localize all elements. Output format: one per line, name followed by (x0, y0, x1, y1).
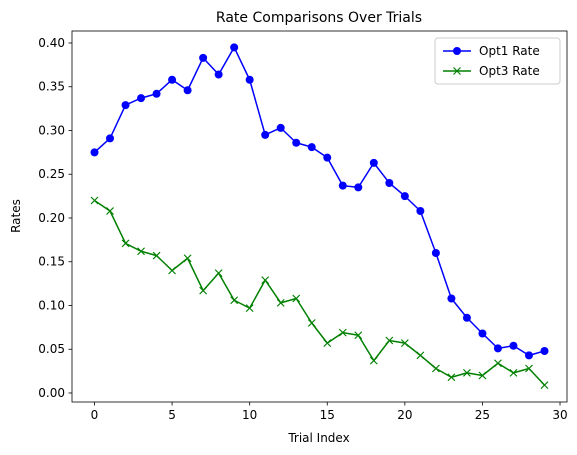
y-tick-label: 0.30 (38, 123, 65, 137)
data-point (369, 356, 378, 365)
data-point (90, 148, 99, 157)
x-tick-label: 15 (320, 408, 335, 422)
data-point (323, 339, 332, 348)
y-axis-label: Rates (9, 199, 23, 233)
legend-item: Opt1 Rate (443, 44, 540, 58)
data-point (540, 381, 549, 390)
data-point (323, 153, 332, 162)
data-point (276, 123, 285, 132)
series-layer (90, 43, 549, 390)
data-point (478, 371, 487, 380)
legend-item: Opt3 Rate (443, 64, 540, 78)
data-point (106, 134, 115, 143)
data-point (137, 247, 145, 256)
x-axis-label: Trial Index (287, 431, 349, 445)
x-tick-label: 0 (91, 408, 99, 422)
data-point (214, 269, 223, 278)
data-point (261, 130, 270, 139)
data-point (121, 101, 130, 110)
data-point (214, 70, 223, 79)
data-point (245, 304, 254, 313)
data-point (494, 359, 502, 368)
data-point (261, 276, 270, 285)
legend-marker (453, 47, 461, 55)
data-point (493, 344, 502, 353)
x-tick-label: 25 (475, 408, 490, 422)
plot-frame (71, 30, 568, 403)
y-tick-label: 0.40 (38, 36, 65, 50)
data-point (230, 43, 239, 52)
data-point (462, 368, 471, 377)
data-point (230, 296, 239, 305)
data-point (509, 368, 518, 377)
data-point (509, 341, 518, 350)
data-point (168, 75, 177, 84)
data-point (462, 313, 471, 322)
data-point (276, 298, 285, 307)
series-1 (90, 43, 549, 360)
data-point (106, 207, 114, 215)
data-point (385, 336, 394, 345)
chart-title: Rate Comparisons Over Trials (216, 10, 422, 26)
data-point (447, 373, 456, 382)
data-point (137, 94, 146, 103)
plot-area (71, 30, 568, 403)
data-point (183, 254, 192, 263)
legend-frame (434, 37, 561, 85)
y-tick-label: 0.25 (38, 167, 65, 181)
data-point (199, 53, 208, 62)
data-point (338, 328, 347, 337)
legend-label: Opt3 Rate (479, 64, 540, 78)
y-tick-label: 0.05 (38, 342, 65, 356)
data-point (152, 251, 161, 260)
data-point (121, 239, 130, 248)
y-tick-label: 0.35 (38, 80, 65, 94)
data-point (90, 196, 99, 205)
data-point (478, 329, 487, 338)
data-point (431, 248, 440, 257)
data-point (400, 192, 409, 201)
data-point (431, 364, 440, 373)
x-tick-label: 20 (397, 408, 412, 422)
data-point (152, 89, 161, 98)
series-2 (90, 196, 549, 390)
data-point (354, 331, 363, 340)
data-point (183, 86, 192, 95)
x-tick-label: 5 (168, 408, 176, 422)
axes: 0 5 10 15 20 25 30 0.00 0.05 0.10 0.15 0.20 0.25 0.30… (38, 36, 567, 422)
legend-marker (453, 67, 461, 75)
data-point (369, 158, 378, 167)
data-point (400, 339, 409, 348)
data-point (416, 351, 425, 360)
data-point (525, 364, 533, 373)
data-point (168, 266, 177, 275)
y-tick-label: 0.10 (38, 298, 65, 312)
data-point (307, 319, 316, 327)
data-point (245, 75, 254, 84)
legend: Opt1 Rate Opt3 Rate (434, 37, 561, 85)
legend-label: Opt1 Rate (479, 44, 540, 58)
data-point (540, 346, 549, 355)
data-point (199, 286, 208, 295)
data-point (524, 351, 533, 360)
x-tick-label: 30 (552, 408, 567, 422)
data-point (292, 294, 301, 303)
y-tick-label: 0.00 (38, 386, 65, 400)
y-tick-label: 0.20 (38, 211, 65, 225)
data-point (292, 138, 301, 147)
data-point (338, 181, 347, 190)
data-point (307, 143, 316, 152)
x-tick-label: 10 (242, 408, 257, 422)
data-point (354, 183, 363, 192)
data-point (447, 294, 456, 303)
data-point (416, 206, 425, 215)
y-tick-label: 0.15 (38, 255, 65, 269)
data-point (385, 178, 394, 187)
